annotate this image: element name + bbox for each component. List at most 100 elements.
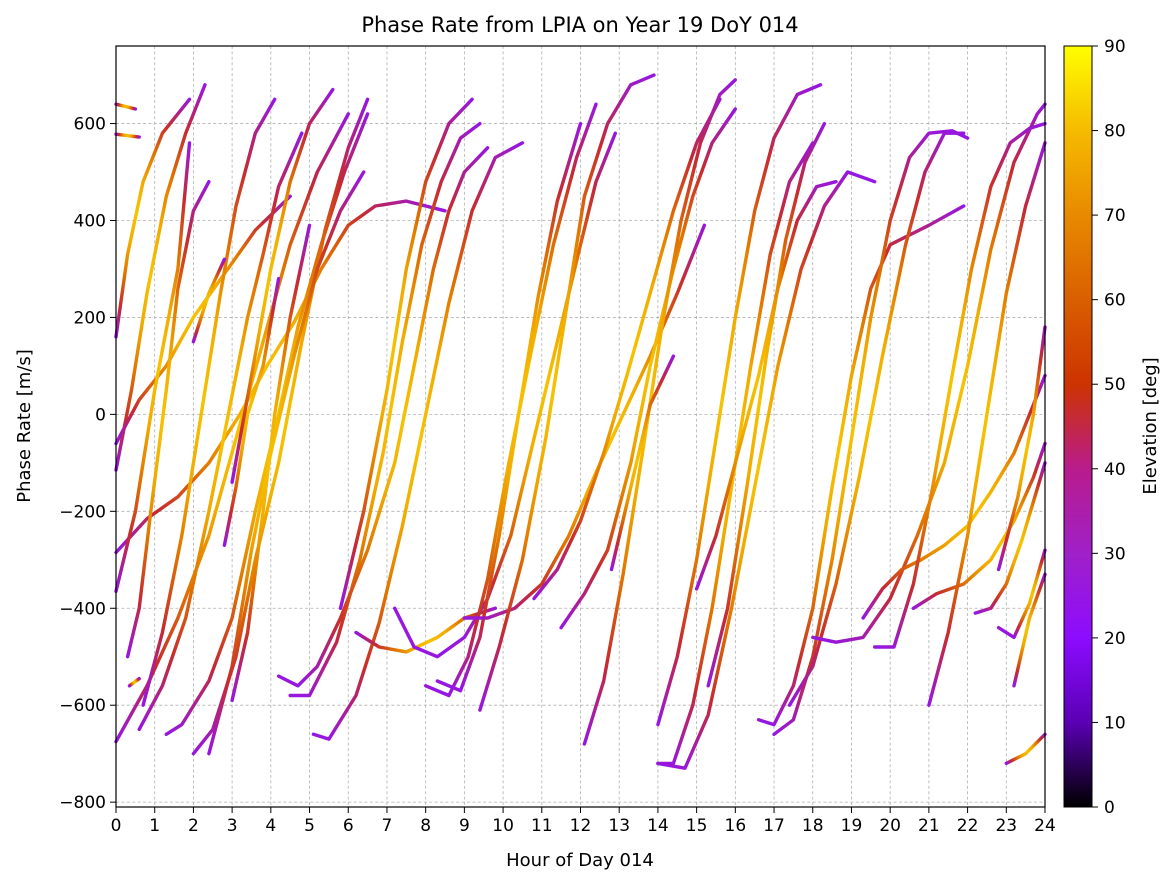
- satellite-pass-track: [311, 141, 525, 741]
- y-tick-label: 400: [74, 211, 106, 231]
- satellite-pass-track: [873, 121, 1047, 649]
- x-tick-label: 24: [1034, 816, 1056, 836]
- x-tick-label: 1: [149, 816, 160, 836]
- x-tick-label: 15: [686, 816, 708, 836]
- satellite-pass-track: [973, 461, 1047, 615]
- satellite-pass-track: [207, 170, 366, 756]
- satellite-pass-track: [114, 97, 192, 339]
- colorbar-tick-label: 70: [1104, 206, 1126, 226]
- colorbar-tick-label: 90: [1104, 37, 1126, 57]
- x-tick-label: 7: [382, 816, 393, 836]
- satellite-pass-track: [532, 97, 722, 601]
- x-axis-label: Hour of Day 014: [506, 850, 654, 871]
- y-tick-label: 600: [74, 115, 106, 135]
- x-axis: 0 1 2 3 4 5 6 7 8 9 10 11 12 13 14 15 16 17 18 19 20 21 22 23 24: [111, 807, 1056, 836]
- satellite-pass-track: [861, 373, 1047, 620]
- satellite-pass-track: [656, 170, 877, 770]
- y-tick-label: −600: [59, 696, 106, 716]
- satellite-pass-track: [478, 73, 656, 712]
- satellite-pass-track: [137, 131, 304, 732]
- satellite-pass-track: [996, 548, 1047, 640]
- satellite-pass-track: [911, 441, 1047, 610]
- colorbar-tick-label: 40: [1104, 460, 1126, 480]
- x-tick-label: 9: [459, 816, 470, 836]
- satellite-pass-track: [927, 141, 1047, 707]
- colorbar-tick-label: 30: [1104, 544, 1126, 564]
- satellite-pass-track: [609, 354, 676, 572]
- satellite-pass-track: [582, 78, 737, 746]
- x-tick-label: 12: [570, 816, 592, 836]
- x-tick-label: 20: [879, 816, 901, 836]
- tracks-layer: [114, 73, 1047, 770]
- colorbar-tick-label: 10: [1104, 713, 1126, 733]
- y-tick-label: −200: [59, 502, 106, 522]
- x-tick-label: 23: [995, 816, 1017, 836]
- x-tick-label: 14: [647, 816, 669, 836]
- x-tick-label: 16: [725, 816, 747, 836]
- colorbar-tick-label: 50: [1104, 375, 1126, 395]
- chart-title: Phase Rate from LPIA on Year 19 DoY 014: [361, 13, 798, 37]
- grid-layer: [115, 46, 1046, 807]
- x-tick-label: 13: [608, 816, 630, 836]
- satellite-pass-track: [424, 102, 598, 698]
- x-tick-label: 3: [227, 816, 238, 836]
- y-tick-label: 200: [74, 308, 106, 328]
- colorbar-tick-label: 0: [1104, 798, 1115, 818]
- satellite-pass-track: [114, 112, 350, 744]
- satellite-pass-track: [706, 121, 827, 688]
- satellite-pass-track: [276, 146, 490, 688]
- x-tick-label: 19: [841, 816, 863, 836]
- y-tick-label: 0: [95, 405, 106, 425]
- satellite-pass-track: [559, 107, 737, 630]
- satellite-pass-track: [811, 102, 1047, 644]
- x-tick-label: 2: [188, 816, 199, 836]
- y-axis: 600 400 200 0 −200 −400 −600 −800: [59, 115, 116, 813]
- satellite-pass-track: [656, 141, 815, 766]
- satellite-pass-track: [694, 180, 838, 591]
- satellite-pass-track: [191, 257, 227, 344]
- satellite-pass-track: [114, 194, 292, 446]
- satellite-pass-track: [656, 83, 823, 727]
- satellite-pass-track: [141, 97, 277, 707]
- satellite-pass-track: [1004, 732, 1047, 766]
- satellite-pass-track: [222, 277, 281, 547]
- y-tick-label: −800: [59, 793, 106, 813]
- satellite-pass-track: [996, 325, 1047, 572]
- satellite-pass-track: [435, 121, 583, 693]
- satellite-pass-track: [393, 131, 617, 659]
- x-tick-label: 0: [111, 816, 122, 836]
- satellite-pass-track: [338, 97, 474, 610]
- satellite-pass-track: [127, 676, 141, 688]
- colorbar-tick-label: 80: [1104, 122, 1126, 142]
- satellite-pass-track: [114, 132, 141, 139]
- colorbar-ticks: 0 10 20 30 40 50 60 70 80 90: [1092, 37, 1126, 818]
- x-tick-label: 21: [918, 816, 940, 836]
- colorbar-tick-label: 20: [1104, 629, 1126, 649]
- satellite-pass-track: [114, 141, 192, 593]
- x-tick-label: 5: [304, 816, 315, 836]
- x-tick-label: 4: [265, 816, 276, 836]
- x-tick-label: 17: [763, 816, 785, 836]
- x-tick-label: 8: [420, 816, 431, 836]
- satellite-pass-track: [230, 87, 335, 484]
- y-tick-label: −400: [59, 599, 106, 619]
- colorbar-tick-label: 60: [1104, 291, 1126, 311]
- satellite-pass-track: [1012, 572, 1047, 688]
- x-tick-label: 18: [802, 816, 824, 836]
- satellite-pass-track: [756, 204, 966, 727]
- satellite-pass-track: [114, 83, 207, 472]
- x-tick-label: 10: [492, 816, 514, 836]
- colorbar-label: Elevation [deg]: [1140, 357, 1161, 494]
- x-tick-label: 6: [343, 816, 354, 836]
- y-axis-label: Phase Rate [m/s]: [14, 349, 35, 502]
- satellite-pass-track: [125, 180, 211, 659]
- colorbar: [1063, 45, 1093, 808]
- x-tick-label: 22: [957, 816, 979, 836]
- satellite-pass-track: [114, 199, 447, 555]
- satellite-pass-track: [114, 102, 138, 111]
- x-tick-label: 11: [531, 816, 553, 836]
- satellite-pass-track: [230, 223, 312, 703]
- satellite-pass-track: [288, 121, 482, 698]
